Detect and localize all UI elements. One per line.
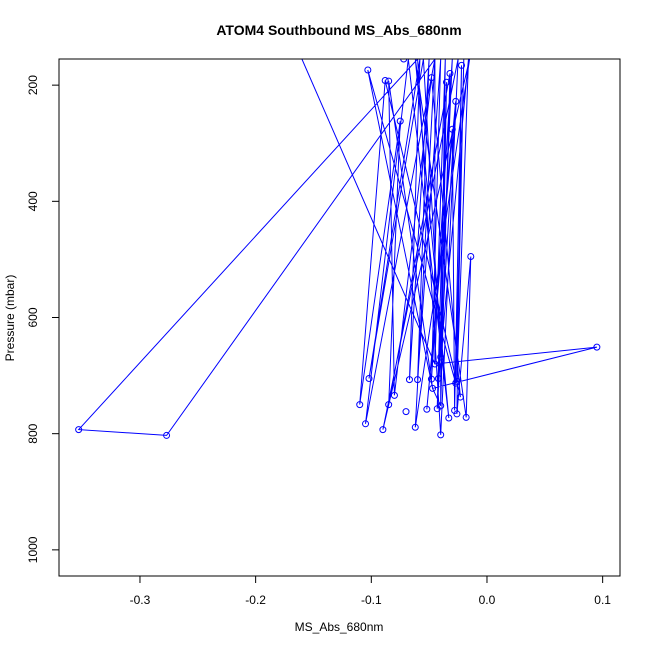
data-point [411,423,419,431]
data-point [362,420,370,428]
data-point [452,379,460,387]
data-point [451,406,459,414]
data-point [364,66,372,74]
data-point [381,76,389,84]
x-axis-label: MS_Abs_680nm [295,620,384,634]
data-point [390,391,398,399]
x-tick-label: 0.1 [594,593,611,607]
data-point [427,74,435,82]
plot-frame [58,58,621,577]
y-axis: 200 400 600 800 1000 [26,75,59,563]
data-point [427,375,435,383]
data-point [593,343,601,351]
data-point [431,360,439,368]
x-tick-label: 0.0 [479,593,496,607]
x-tick-label: -0.2 [245,593,266,607]
x-tick-label: -0.3 [130,593,151,607]
data-point [437,431,445,439]
data-point [75,426,83,434]
series-points [75,59,601,439]
data-point [163,431,171,439]
data-point [467,253,475,261]
x-axis: -0.3 -0.2 -0.1 0.0 0.1 [130,576,611,607]
plot-area [75,59,601,439]
data-point [442,78,450,86]
data-point [458,61,466,69]
y-tick-label: 600 [26,307,40,327]
data-point [456,393,464,401]
data-point [462,413,470,421]
data-point [423,405,431,413]
data-point [365,374,373,382]
data-point [400,59,408,63]
y-tick-label: 400 [26,191,40,211]
data-point [356,401,364,409]
data-point [452,97,460,105]
data-point [385,77,393,85]
data-point [437,353,445,361]
y-axis-label: Pressure (mbar) [3,275,17,362]
chart-title: ATOM4 Southbound MS_Abs_680nm [216,22,461,38]
data-point [396,117,404,125]
data-point [453,377,461,385]
x-tick-label: -0.1 [361,593,382,607]
data-point [405,376,413,384]
y-tick-label: 1000 [26,536,40,563]
data-point [445,414,453,422]
y-tick-label: 200 [26,75,40,95]
data-point [429,384,437,392]
data-point [453,410,461,418]
data-point [385,401,393,409]
y-tick-label: 800 [26,423,40,443]
series-line [77,59,598,436]
data-point [434,374,442,382]
data-point [446,70,454,78]
data-point [448,125,456,133]
data-point [433,405,441,413]
data-point [379,426,387,434]
data-point [402,408,410,416]
data-point [414,376,422,384]
series-lines [77,59,598,436]
